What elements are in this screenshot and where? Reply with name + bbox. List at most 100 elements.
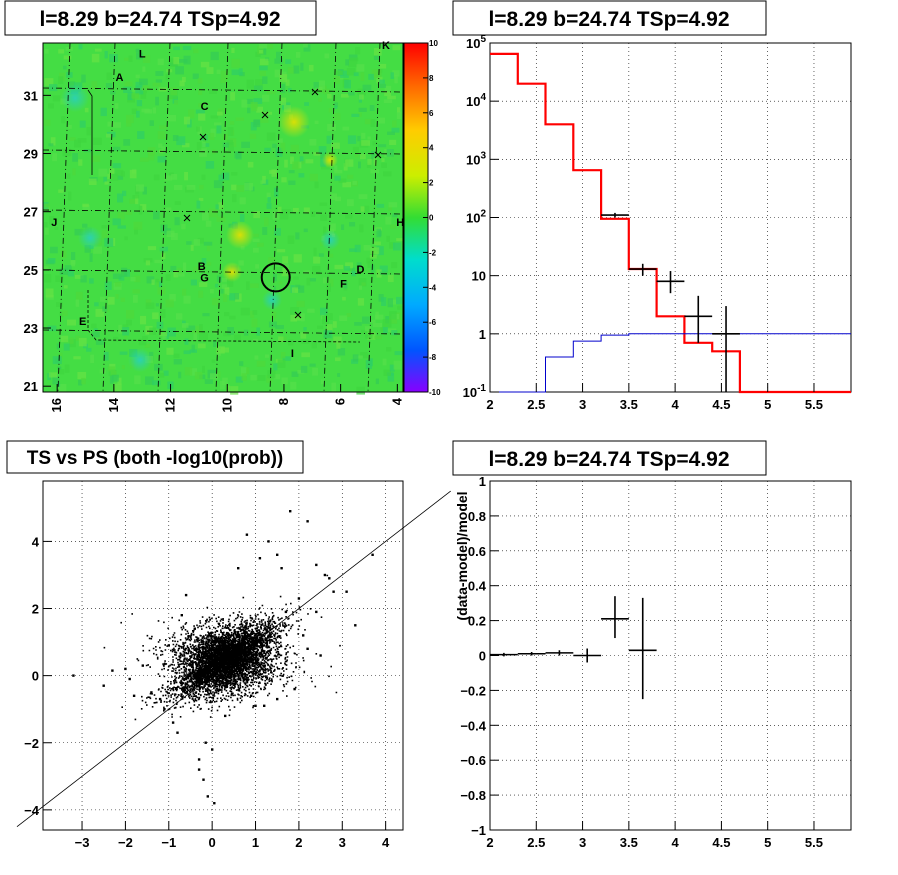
map-pixel — [191, 344, 195, 353]
map-pixel — [71, 260, 76, 267]
residual-title: l=8.29 b=24.74 TSp=4.92 — [488, 448, 729, 471]
map-pixel — [197, 237, 204, 244]
map-pixel — [347, 174, 354, 179]
map-x-tick-label: 10 — [219, 398, 234, 412]
scatter-y-tick-label: −2 — [24, 736, 39, 751]
colorbar-tick-label: -8 — [429, 353, 437, 362]
map-pixel — [124, 81, 133, 87]
map-pixel — [339, 315, 348, 321]
map-pixel — [131, 108, 138, 114]
scatter-point — [345, 590, 348, 593]
map-pixel — [48, 143, 54, 147]
map-pixel — [290, 381, 297, 390]
map-pixel — [250, 102, 258, 109]
map-pixel — [188, 109, 195, 119]
map-pixel — [353, 72, 359, 77]
map-pixel — [352, 354, 359, 362]
map-pixel — [227, 327, 234, 335]
map-pixel — [52, 376, 60, 385]
map-pixel — [81, 377, 86, 385]
map-pixel — [58, 76, 64, 84]
map-pixel — [167, 115, 177, 122]
map-pixel — [396, 296, 404, 305]
map-pixel — [253, 211, 261, 219]
map-pixel — [320, 214, 328, 221]
map-pixel — [300, 365, 308, 373]
map-pixel — [222, 377, 228, 386]
map-pixel — [140, 315, 147, 325]
map-pixel — [362, 84, 372, 91]
map-pixel — [155, 79, 163, 83]
map-pixel — [91, 81, 98, 90]
map-pixel — [357, 88, 366, 96]
map-pixel — [334, 175, 341, 181]
map-source-marker — [374, 151, 382, 159]
map-pixel — [50, 137, 56, 146]
map-pixel — [226, 385, 230, 392]
map-pixel — [98, 168, 108, 177]
residual-x-tick-label: 3 — [579, 835, 586, 850]
map-hotspot — [320, 230, 340, 250]
map-pixel — [48, 103, 54, 109]
map-pixel — [156, 280, 160, 287]
map-pixel — [345, 214, 353, 219]
map-pixel — [379, 265, 388, 272]
map-pixel — [61, 310, 68, 316]
map-pixel — [392, 70, 400, 77]
map-hotspot — [226, 221, 254, 249]
scatter-y-tick-label: −4 — [24, 803, 40, 818]
map-pixel — [135, 74, 140, 79]
map-pixel — [184, 172, 188, 181]
map-pixel — [268, 321, 277, 328]
map-x-tick-label: 16 — [49, 398, 64, 412]
map-pixel — [135, 48, 141, 53]
map-pixel — [49, 216, 55, 225]
map-pixel — [324, 53, 330, 59]
map-pixel — [375, 378, 379, 385]
map-pixel — [394, 75, 398, 84]
map-pixel — [52, 356, 62, 365]
map-pixel — [372, 141, 378, 146]
map-pixel — [310, 211, 316, 217]
map-pixel — [175, 273, 185, 277]
map-pixel — [202, 143, 210, 147]
map-grid-line — [42, 209, 404, 215]
map-pixel — [371, 150, 375, 160]
scatter-point — [167, 644, 170, 647]
map-pixel — [220, 277, 227, 282]
map-pixel — [44, 274, 52, 283]
map-pixel — [128, 55, 133, 62]
map-pixel — [114, 282, 121, 287]
map-pixel — [142, 55, 151, 63]
colorbar-tick-label: 2 — [429, 179, 434, 188]
map-pixel — [262, 76, 268, 84]
map-pixel — [89, 278, 94, 284]
map-pixel — [69, 337, 74, 344]
map-pixel — [50, 246, 58, 254]
map-pixel — [209, 89, 217, 94]
map-pixel — [201, 211, 209, 221]
map-pixel — [337, 373, 341, 377]
scatter-grid — [43, 481, 403, 830]
spectrum-x-tick-label: 5 — [764, 397, 771, 412]
map-pixel — [124, 236, 128, 241]
map-pixel — [287, 67, 296, 74]
map-pixel — [232, 194, 237, 203]
residual-y-tick-label: −0.6 — [460, 753, 486, 768]
map-pixel — [224, 312, 230, 317]
map-pixel — [196, 142, 202, 151]
map-pixel — [216, 275, 222, 282]
map-pixel — [284, 159, 288, 168]
map-pixel — [220, 288, 224, 294]
map-pixel — [351, 113, 360, 117]
map-pixel — [47, 258, 56, 264]
map-pixel — [298, 285, 305, 293]
map-pixel — [104, 281, 112, 290]
map-pixel — [309, 89, 313, 95]
map-pixel — [253, 338, 258, 342]
map-pixel — [132, 195, 140, 199]
map-source-marker — [199, 133, 207, 141]
map-pixel — [249, 133, 257, 139]
map-pixel — [352, 180, 357, 185]
map-pixel — [357, 135, 361, 142]
